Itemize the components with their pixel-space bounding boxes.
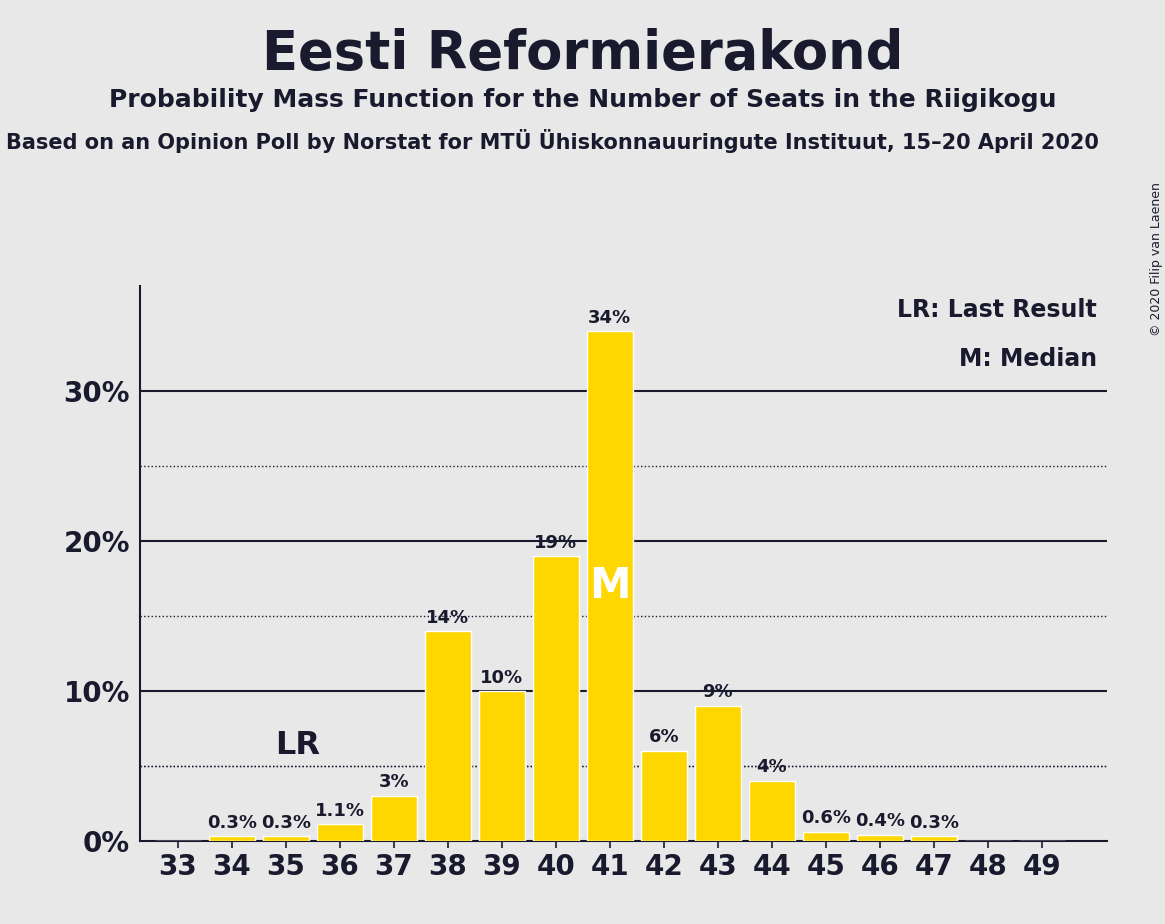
Bar bbox=[317, 824, 362, 841]
Text: Eesti Reformierakond: Eesti Reformierakond bbox=[262, 28, 903, 79]
Bar bbox=[587, 332, 633, 841]
Text: 1.1%: 1.1% bbox=[315, 802, 365, 820]
Bar bbox=[911, 836, 956, 841]
Bar bbox=[694, 706, 741, 841]
Bar bbox=[803, 832, 849, 841]
Text: Based on an Opinion Poll by Norstat for MTÜ Ühiskonnauuringute Instituut, 15–20 : Based on an Opinion Poll by Norstat for … bbox=[6, 129, 1099, 153]
Text: 9%: 9% bbox=[702, 684, 733, 701]
Bar bbox=[425, 631, 471, 841]
Bar bbox=[262, 836, 309, 841]
Bar bbox=[370, 796, 417, 841]
Text: LR: Last Result: LR: Last Result bbox=[897, 298, 1097, 322]
Text: 3%: 3% bbox=[379, 773, 409, 791]
Text: M: M bbox=[589, 565, 630, 607]
Bar bbox=[532, 556, 579, 841]
Bar bbox=[749, 781, 795, 841]
Bar bbox=[857, 835, 903, 841]
Text: 0.4%: 0.4% bbox=[855, 812, 905, 831]
Bar bbox=[209, 836, 255, 841]
Text: 6%: 6% bbox=[649, 728, 679, 747]
Text: 0.3%: 0.3% bbox=[206, 814, 256, 832]
Text: 34%: 34% bbox=[588, 309, 631, 327]
Bar bbox=[479, 691, 524, 841]
Text: LR: LR bbox=[275, 731, 320, 761]
Text: © 2020 Filip van Laenen: © 2020 Filip van Laenen bbox=[1150, 182, 1164, 335]
Text: 19%: 19% bbox=[535, 534, 578, 552]
Text: M: Median: M: Median bbox=[959, 347, 1097, 371]
Text: 0.3%: 0.3% bbox=[909, 814, 959, 832]
Text: 10%: 10% bbox=[480, 668, 523, 687]
Text: 4%: 4% bbox=[756, 759, 788, 776]
Bar bbox=[641, 751, 686, 841]
Text: 0.6%: 0.6% bbox=[800, 809, 850, 827]
Text: 0.3%: 0.3% bbox=[261, 814, 311, 832]
Text: 14%: 14% bbox=[426, 609, 469, 626]
Text: Probability Mass Function for the Number of Seats in the Riigikogu: Probability Mass Function for the Number… bbox=[108, 88, 1057, 112]
